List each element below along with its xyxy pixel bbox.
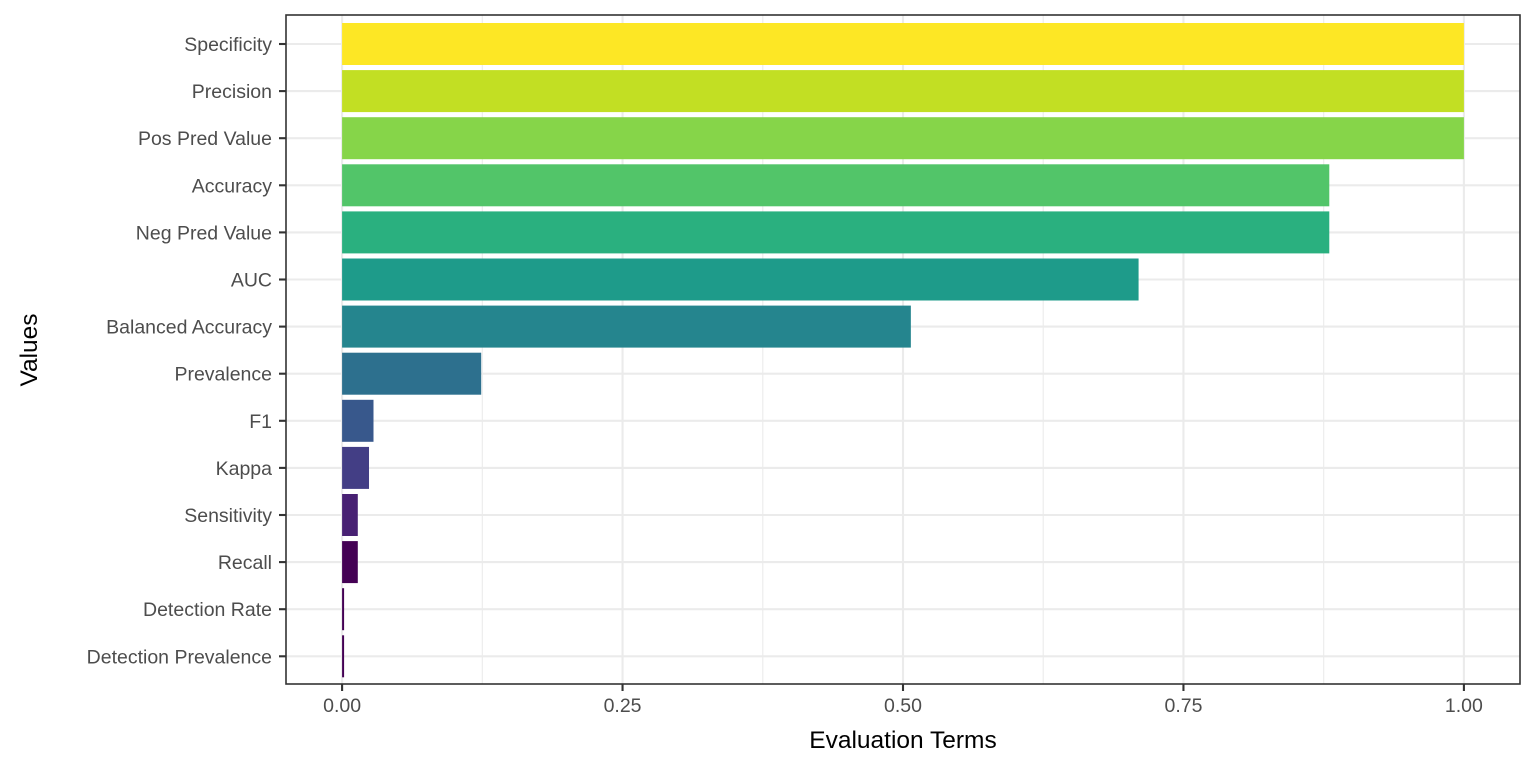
y-tick-label: Recall: [218, 552, 272, 574]
y-tick-label: Specificity: [184, 34, 272, 56]
x-tick-label: 0.50: [884, 695, 922, 717]
y-tick-label: Prevalence: [174, 364, 272, 386]
y-tick-label: AUC: [231, 270, 272, 292]
bar-kappa: [342, 446, 370, 489]
x-tick-label: 0.75: [1164, 695, 1202, 717]
x-axis-ticks: 0.00 0.25 0.50 0.75 1.00: [323, 684, 1483, 717]
bar-detection-rate: [342, 588, 345, 631]
bar-pos-pred-value: [342, 117, 1464, 160]
bar-neg-pred-value: [342, 211, 1330, 254]
x-tick-label: 0.00: [323, 695, 361, 717]
y-tick-label: Detection Rate: [143, 599, 272, 621]
bar-precision: [342, 70, 1464, 113]
bar-balanced-accuracy: [342, 305, 911, 348]
bar-specificity: [342, 23, 1464, 65]
y-tick-label: Neg Pred Value: [136, 222, 272, 244]
y-tick-label: Detection Prevalence: [87, 646, 272, 668]
y-tick-label: Sensitivity: [184, 505, 272, 527]
y-tick-label: Pos Pred Value: [138, 128, 272, 150]
y-tick-label: Precision: [192, 81, 272, 103]
bar-detection-prevalence: [342, 635, 345, 678]
y-tick-label: Kappa: [216, 458, 273, 480]
y-axis-title: Values: [16, 313, 43, 386]
y-tick-label: F1: [249, 411, 272, 433]
bar-sensitivity: [342, 494, 358, 536]
y-tick-label: Accuracy: [192, 175, 272, 197]
x-axis-title: Evaluation Terms: [809, 727, 996, 754]
y-tick-label: Balanced Accuracy: [106, 317, 272, 339]
bar-recall: [342, 541, 358, 584]
bars: [342, 23, 1464, 678]
y-axis-ticks: Specificity Precision Pos Pred Value Accura…: [87, 34, 286, 668]
bar-auc: [342, 258, 1139, 301]
bar-accuracy: [342, 164, 1330, 207]
x-tick-label: 0.25: [604, 695, 642, 717]
bar-f1: [342, 399, 374, 442]
x-tick-label: 1.00: [1445, 695, 1483, 717]
bar-prevalence: [342, 352, 482, 395]
